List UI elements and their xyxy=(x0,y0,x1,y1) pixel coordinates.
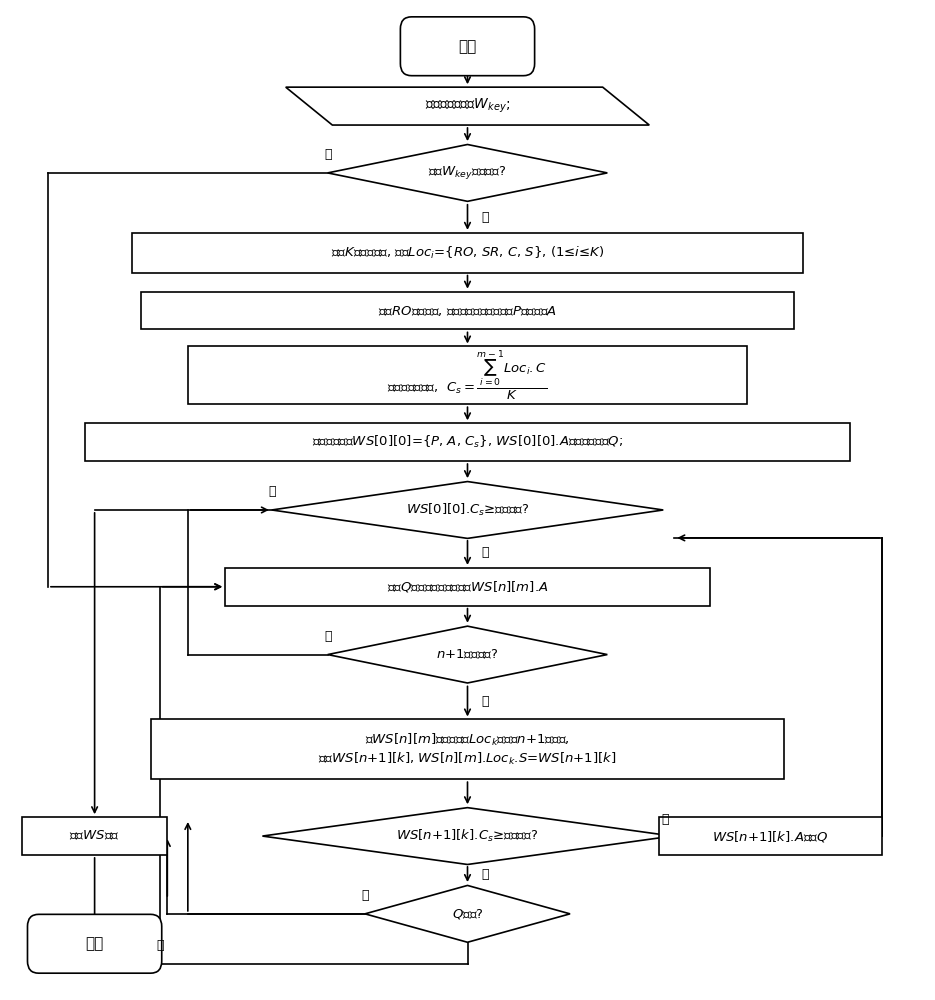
Polygon shape xyxy=(327,144,608,201)
Text: 是: 是 xyxy=(324,630,331,643)
Text: 否: 否 xyxy=(482,695,489,708)
Text: $WS$[0][0].$C_s$≥可信阈值?: $WS$[0][0].$C_s$≥可信阈值? xyxy=(406,502,529,518)
Polygon shape xyxy=(327,626,608,683)
Text: 否: 否 xyxy=(324,148,331,161)
Text: 是: 是 xyxy=(482,868,489,881)
Text: 用户输入查询词$W_{key}$;: 用户输入查询词$W_{key}$; xyxy=(424,97,511,115)
FancyBboxPatch shape xyxy=(27,914,162,973)
Polygon shape xyxy=(272,482,663,538)
Text: 提取$K$个位置描述, 记为$Loc_i$={$RO$, $SR$, $C$, $S$}, (1≤$i$≤$K$): 提取$K$个位置描述, 记为$Loc_i$={$RO$, $SR$, $C$, … xyxy=(331,245,604,261)
Text: $Q$为空?: $Q$为空? xyxy=(452,907,483,921)
Polygon shape xyxy=(286,87,649,125)
Text: 否: 否 xyxy=(662,813,669,826)
Bar xyxy=(141,292,794,329)
Bar xyxy=(85,423,850,461)
Text: 输出$WS$集合: 输出$WS$集合 xyxy=(69,829,120,843)
Text: $n$+1达到阈值?: $n$+1达到阈值? xyxy=(437,648,498,661)
Text: 是: 是 xyxy=(361,889,368,902)
Bar xyxy=(658,817,883,855)
Text: 搜到$W_{key}$相关信息?: 搜到$W_{key}$相关信息? xyxy=(428,164,507,181)
Text: 是: 是 xyxy=(268,485,276,498)
Text: 取出$Q$中的某个模糊描述集$WS$[$n$][$m$].$A$: 取出$Q$中的某个模糊描述集$WS$[$n$][$m$].$A$ xyxy=(387,579,548,594)
Text: 否: 否 xyxy=(482,546,489,559)
Polygon shape xyxy=(263,808,672,864)
Text: 否: 否 xyxy=(156,939,164,952)
Bar xyxy=(225,568,710,606)
Text: $WS$[$n$+1][$k$].$C_s$≥可信阈值?: $WS$[$n$+1][$k$].$C_s$≥可信阈值? xyxy=(396,828,539,844)
Bar xyxy=(151,719,784,779)
Text: 结束: 结束 xyxy=(85,936,104,951)
Bar xyxy=(188,346,747,404)
Text: $WS$[$n$+1][$k$].$A$存入$Q$: $WS$[$n$+1][$k$].$A$存入$Q$ xyxy=(712,829,828,844)
Text: 取$WS$[$n$][$m$]中所有位置$Loc_k$进行第$n$+1次搜索,
存入$WS$[$n$+1][$k$], $WS$[$n$][$m$].$Loc_: 取$WS$[$n$][$m$]中所有位置$Loc_k$进行第$n$+1次搜索, … xyxy=(318,732,617,767)
Text: 记搜索结果为$WS$[0][0]={$P$, $A$, $C_s$}, $WS$[0][0].$A$存入搜索集合$Q$;: 记搜索结果为$WS$[0][0]={$P$, $A$, $C_s$}, $WS$… xyxy=(312,434,623,450)
Text: 开始: 开始 xyxy=(458,39,477,54)
Text: 计算搜索可信率,  $C_s = \dfrac{\sum_{i=0}^{m-1}Loc_i.C}{K}$: 计算搜索可信率, $C_s = \dfrac{\sum_{i=0}^{m-1}L… xyxy=(387,348,548,402)
Polygon shape xyxy=(365,885,570,942)
Text: 是: 是 xyxy=(482,211,489,224)
Bar xyxy=(132,233,803,273)
Bar xyxy=(22,817,166,855)
FancyBboxPatch shape xyxy=(400,17,535,76)
Text: 依据$RO$是否精确, 将位置描述分为精确集$P$和模糊集$A$: 依据$RO$是否精确, 将位置描述分为精确集$P$和模糊集$A$ xyxy=(378,304,557,318)
